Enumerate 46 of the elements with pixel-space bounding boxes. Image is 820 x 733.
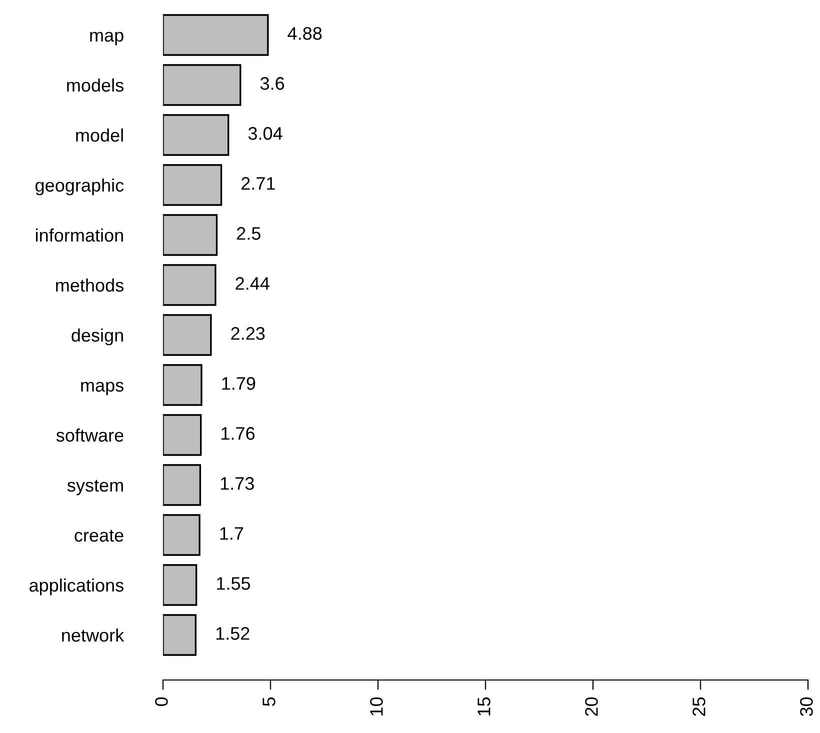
- y-tick-label: methods: [56, 278, 124, 292]
- x-tick-label: 15: [478, 697, 490, 716]
- bar: [163, 414, 202, 456]
- y-tick-label: design: [72, 328, 123, 346]
- bar: [163, 164, 222, 206]
- x-tick-label: 30: [800, 697, 813, 716]
- bar: [163, 314, 212, 356]
- bar: [163, 64, 242, 106]
- x-tick-label: 10: [370, 697, 383, 716]
- y-tick-label: geographic: [36, 178, 124, 196]
- bar: [163, 614, 197, 656]
- y-tick-label: information: [36, 228, 123, 242]
- y-tick-label: model: [76, 128, 123, 142]
- bar: [163, 264, 216, 306]
- x-tick-label: 5: [262, 697, 276, 706]
- bar: [163, 214, 218, 256]
- bar: [163, 564, 198, 606]
- x-tick-label: 25: [692, 697, 706, 716]
- bar: [163, 464, 202, 506]
- bar: [163, 514, 200, 556]
- y-tick-label: create: [74, 530, 124, 542]
- data-label: 1.79: [222, 377, 256, 390]
- data-label: 2.71: [242, 177, 275, 190]
- y-tick-label: maps: [81, 382, 124, 396]
- y-tick-label: models: [67, 78, 124, 92]
- data-label: 1.76: [222, 427, 255, 440]
- x-tick-label: 20: [585, 697, 598, 716]
- bar: [163, 114, 230, 156]
- y-tick-label: system: [67, 480, 123, 496]
- bar: [163, 364, 202, 406]
- data-label: 3.6: [260, 77, 284, 90]
- x-tick-label: 0: [155, 697, 168, 706]
- data-label: 4.88: [288, 27, 322, 40]
- data-label: 2.23: [231, 327, 265, 340]
- y-tick-label: software: [56, 428, 124, 442]
- y-tick-label: map: [90, 32, 124, 46]
- bar: [163, 14, 269, 56]
- y-tick-label: network: [62, 628, 124, 642]
- data-label: 1.55: [217, 577, 250, 590]
- data-label: 1.52: [216, 627, 250, 640]
- data-label: 2.5: [237, 227, 260, 240]
- y-tick-label: applications: [30, 578, 124, 596]
- data-label: 1.7: [220, 527, 244, 540]
- data-label: 1.73: [220, 477, 254, 490]
- data-label: 2.44: [236, 277, 270, 290]
- data-label: 3.04: [248, 127, 282, 140]
